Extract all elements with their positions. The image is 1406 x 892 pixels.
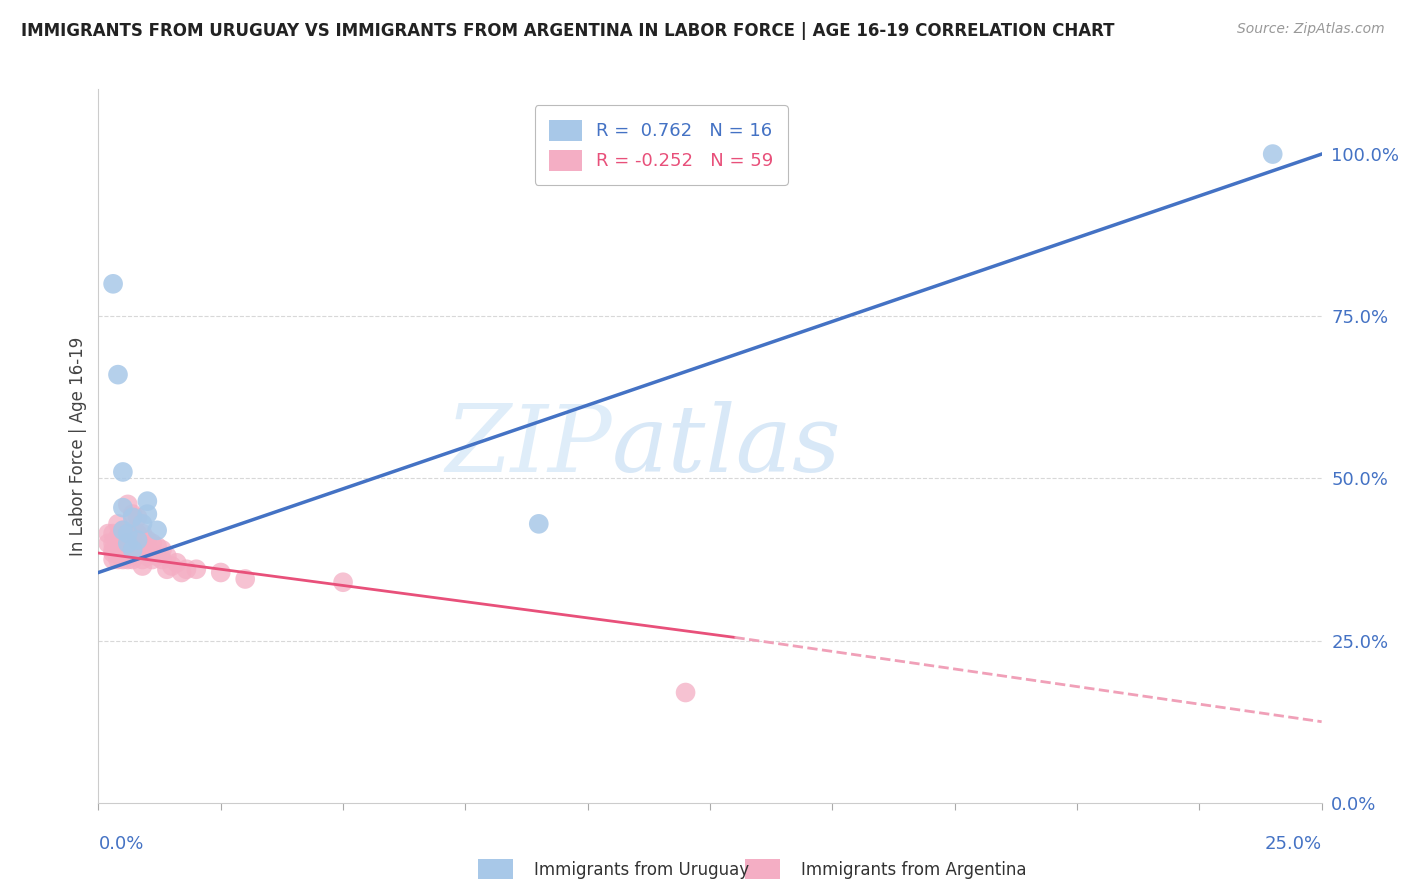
Point bbox=[117, 526, 139, 541]
Point bbox=[121, 510, 143, 524]
Text: Immigrants from Argentina: Immigrants from Argentina bbox=[801, 861, 1026, 879]
Point bbox=[117, 549, 139, 564]
Text: 0.0%: 0.0% bbox=[98, 835, 143, 853]
Point bbox=[121, 546, 143, 560]
Point bbox=[141, 546, 163, 560]
Text: atlas: atlas bbox=[612, 401, 842, 491]
Point bbox=[111, 465, 134, 479]
Point bbox=[131, 526, 153, 541]
Point bbox=[121, 540, 143, 554]
Point bbox=[131, 540, 153, 554]
Point bbox=[127, 510, 149, 524]
Point bbox=[111, 524, 134, 538]
Point bbox=[146, 524, 169, 538]
Point bbox=[146, 540, 169, 554]
Point bbox=[97, 526, 120, 541]
Point bbox=[186, 562, 208, 576]
Point bbox=[121, 507, 143, 521]
Point bbox=[111, 546, 134, 560]
Point bbox=[117, 526, 139, 541]
Point bbox=[101, 277, 124, 291]
Point bbox=[107, 530, 129, 544]
Text: Immigrants from Uruguay: Immigrants from Uruguay bbox=[534, 861, 749, 879]
Point bbox=[131, 552, 153, 566]
Point bbox=[136, 494, 159, 508]
Point bbox=[136, 540, 159, 554]
Point bbox=[136, 533, 159, 547]
Point bbox=[131, 516, 153, 531]
Point bbox=[111, 500, 134, 515]
Point bbox=[117, 497, 139, 511]
Point bbox=[527, 516, 550, 531]
Point bbox=[136, 507, 159, 521]
Legend: R =  0.762   N = 16, R = -0.252   N = 59: R = 0.762 N = 16, R = -0.252 N = 59 bbox=[534, 105, 787, 185]
Point bbox=[131, 559, 153, 574]
Point bbox=[101, 526, 124, 541]
Point bbox=[141, 536, 163, 550]
Point bbox=[121, 536, 143, 550]
Point bbox=[127, 536, 149, 550]
Point bbox=[176, 562, 198, 576]
Point bbox=[117, 536, 139, 550]
Point bbox=[209, 566, 232, 580]
Point bbox=[111, 552, 134, 566]
Point bbox=[136, 549, 159, 564]
Point bbox=[131, 546, 153, 560]
Point bbox=[111, 540, 134, 554]
Point bbox=[170, 566, 193, 580]
Text: IMMIGRANTS FROM URUGUAY VS IMMIGRANTS FROM ARGENTINA IN LABOR FORCE | AGE 16-19 : IMMIGRANTS FROM URUGUAY VS IMMIGRANTS FR… bbox=[21, 22, 1115, 40]
Y-axis label: In Labor Force | Age 16-19: In Labor Force | Age 16-19 bbox=[69, 336, 87, 556]
Point bbox=[233, 572, 256, 586]
Point bbox=[160, 559, 183, 574]
Point bbox=[121, 526, 143, 541]
Point bbox=[117, 552, 139, 566]
Text: ZIP: ZIP bbox=[446, 401, 612, 491]
Point bbox=[1261, 147, 1284, 161]
Point bbox=[150, 542, 173, 557]
Point bbox=[156, 549, 179, 564]
Point bbox=[121, 552, 143, 566]
Point bbox=[127, 533, 149, 547]
Point bbox=[107, 368, 129, 382]
Point bbox=[117, 536, 139, 550]
Point bbox=[127, 542, 149, 557]
Point bbox=[166, 556, 188, 570]
Point bbox=[101, 546, 124, 560]
Point bbox=[101, 552, 124, 566]
Point bbox=[150, 552, 173, 566]
Point bbox=[127, 526, 149, 541]
Point bbox=[675, 685, 697, 699]
Point bbox=[146, 549, 169, 564]
Point bbox=[97, 536, 120, 550]
Point bbox=[101, 542, 124, 557]
Point bbox=[156, 562, 179, 576]
Point bbox=[111, 536, 134, 550]
Point bbox=[332, 575, 354, 590]
Point bbox=[107, 546, 129, 560]
Point bbox=[117, 542, 139, 557]
Point bbox=[107, 542, 129, 557]
Point bbox=[107, 552, 129, 566]
Text: Source: ZipAtlas.com: Source: ZipAtlas.com bbox=[1237, 22, 1385, 37]
Point bbox=[101, 536, 124, 550]
Point bbox=[111, 524, 134, 538]
Point bbox=[141, 552, 163, 566]
Point bbox=[107, 516, 129, 531]
Text: 25.0%: 25.0% bbox=[1264, 835, 1322, 853]
Point bbox=[121, 542, 143, 557]
